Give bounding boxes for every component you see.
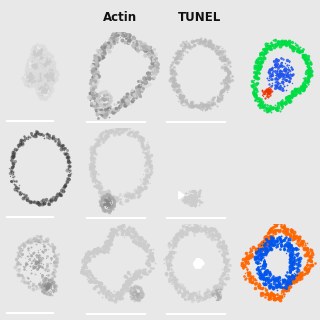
Polygon shape: [179, 191, 184, 199]
Text: Actin: Actin: [103, 11, 137, 24]
Text: TUNEL: TUNEL: [178, 11, 222, 24]
